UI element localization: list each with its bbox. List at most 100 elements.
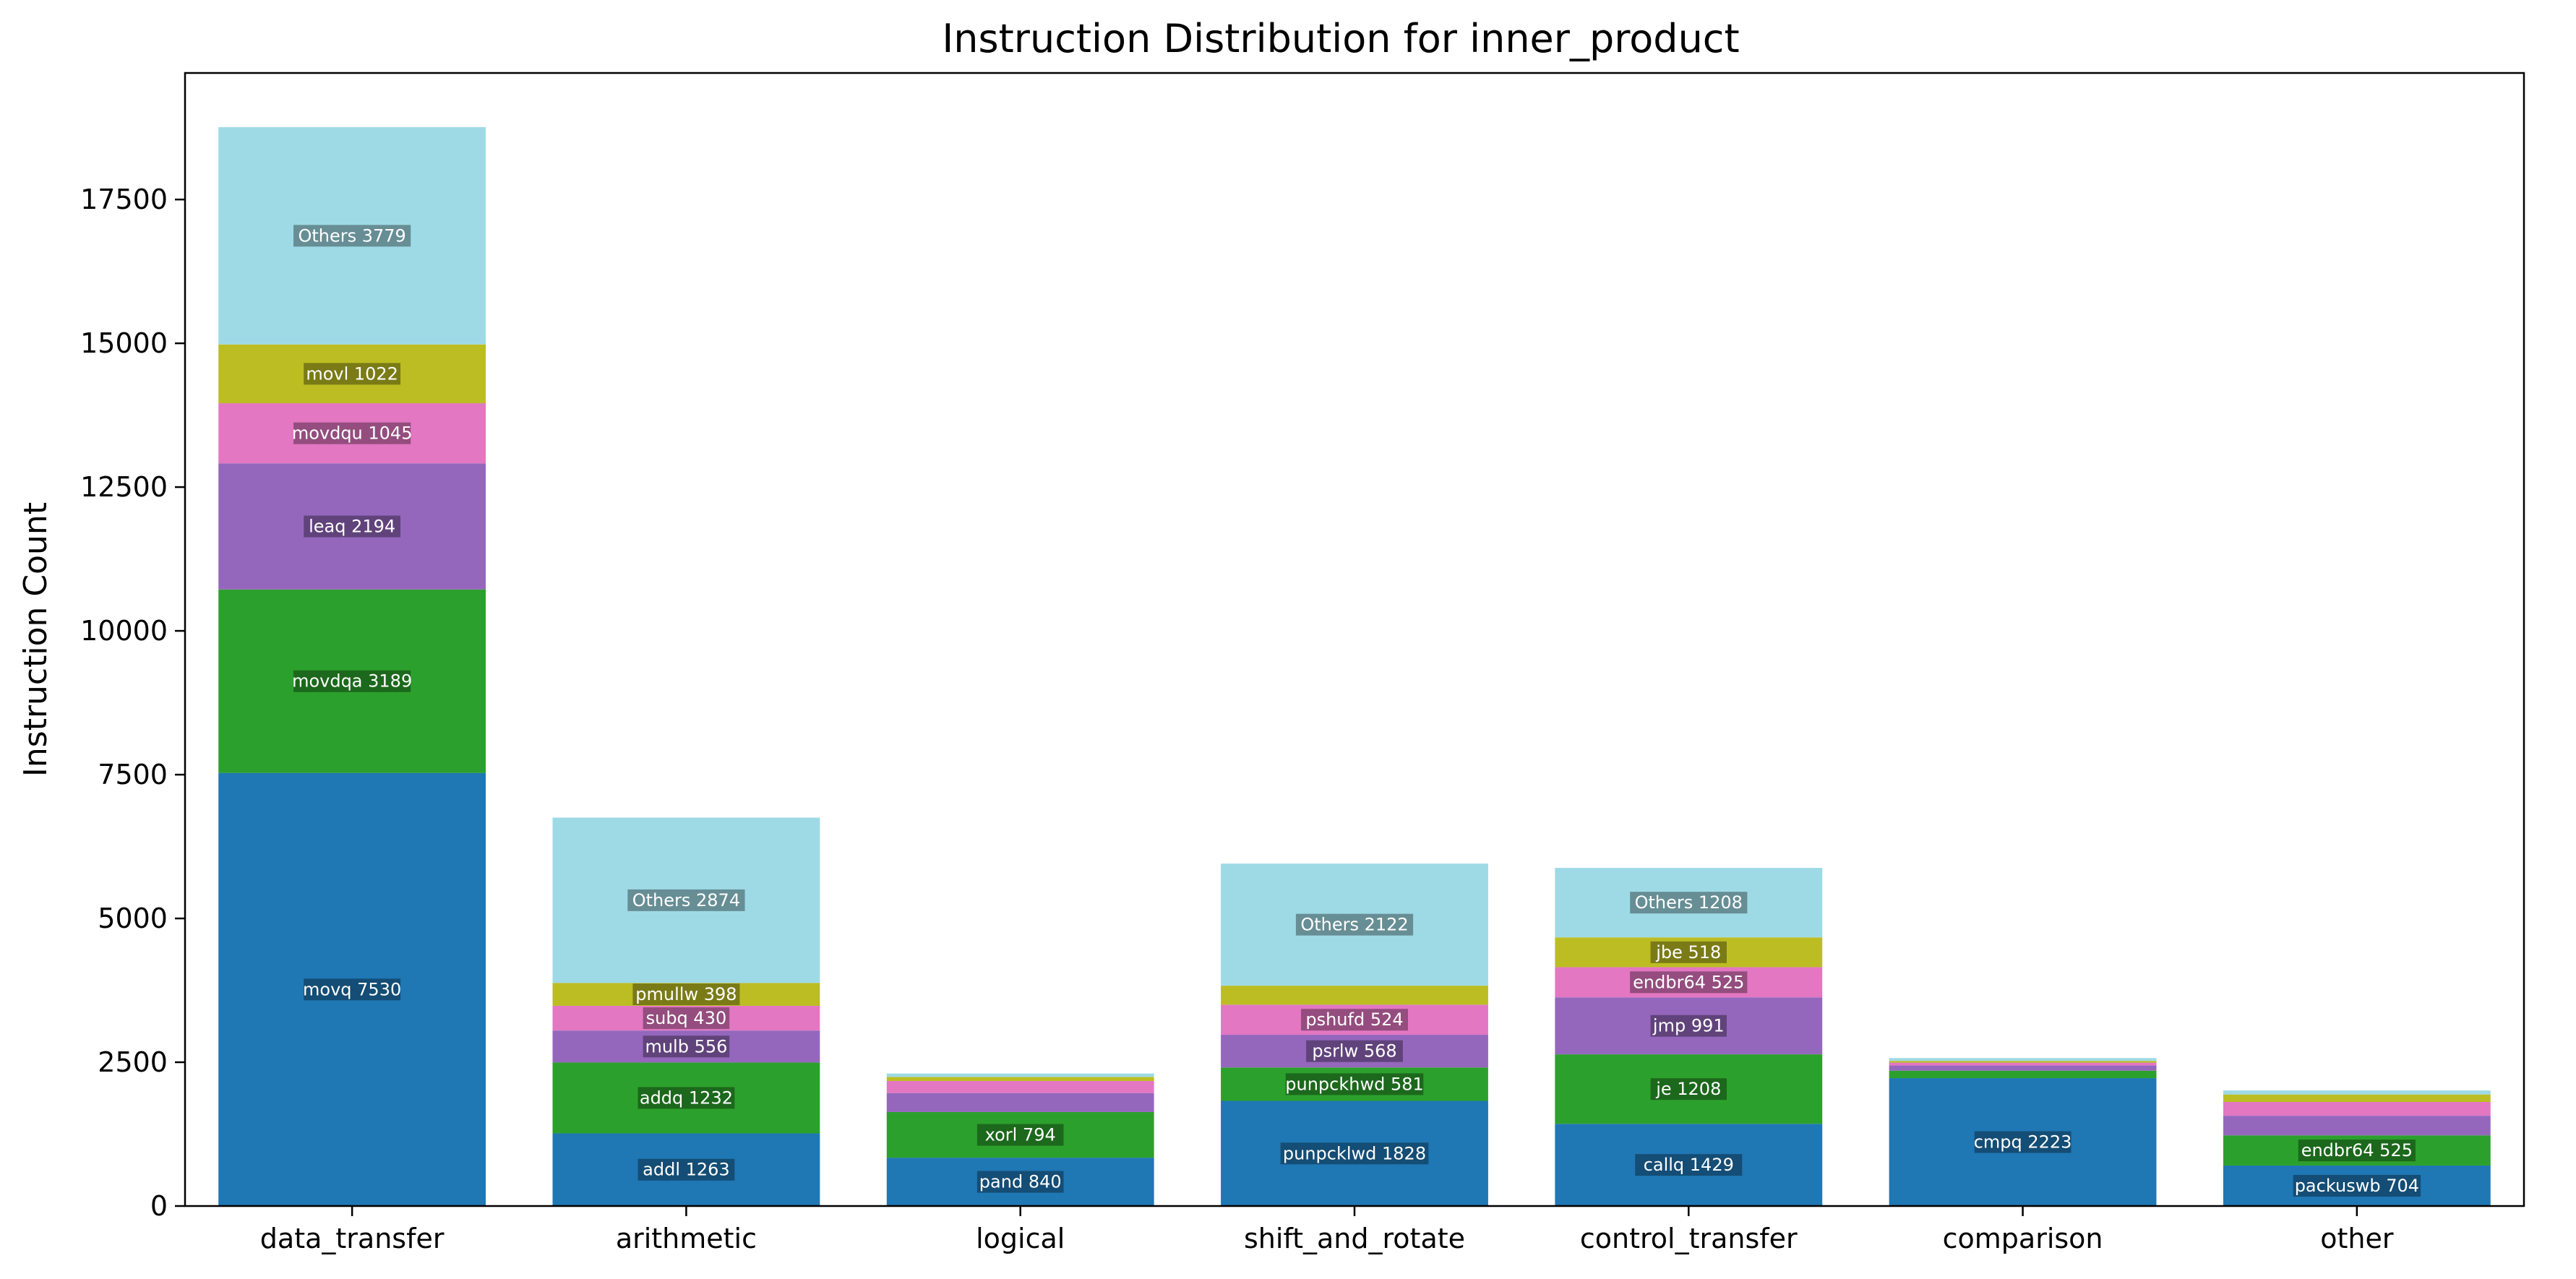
- bar-segment-comparison-1: [1889, 1070, 2157, 1079]
- bar-segment-data-transfer-4: [218, 344, 486, 404]
- bar-segment-control-transfer-2: [1555, 997, 1823, 1055]
- bar-segment-control-transfer-4: [1555, 937, 1823, 968]
- y-tick-label: 0: [150, 1190, 168, 1222]
- segment-label: je 1208: [1655, 1079, 1721, 1099]
- segment-label: leaq 2194: [309, 517, 395, 537]
- segment-label-bg: [643, 1035, 730, 1058]
- segment-label: punpckhwd 581: [1285, 1074, 1424, 1094]
- bar-segment-data-transfer-3: [218, 403, 486, 464]
- bar-segment-data-transfer-5: [218, 126, 486, 345]
- segment-label-bg: [1630, 892, 1748, 914]
- segment-label: jbe 518: [1655, 942, 1721, 963]
- bar-segment-arithmetic-4: [552, 983, 820, 1006]
- bar-segment-comparison-5: [1889, 1058, 2157, 1061]
- segment-label-bg: [1280, 1142, 1429, 1165]
- segment-label: callq 1429: [1644, 1155, 1734, 1175]
- y-tick-label: 17500: [80, 184, 168, 215]
- bar-segment-control-transfer-3: [1555, 967, 1823, 998]
- y-tick-label: 12500: [80, 471, 168, 503]
- bar-segment-logical-0: [886, 1158, 1154, 1206]
- segment-label-bg: [643, 1007, 730, 1030]
- bar-segment-control-transfer-1: [1555, 1054, 1823, 1124]
- bar-segment-shift-and-rotate-3: [1221, 1004, 1488, 1035]
- bar-segment-data-transfer-0: [218, 772, 486, 1206]
- bar-segment-logical-3: [886, 1080, 1154, 1093]
- segment-label: cmpq 2223: [1974, 1132, 2072, 1153]
- segment-label: endbr64 525: [2301, 1140, 2413, 1160]
- segment-label-bg: [1650, 1078, 1727, 1101]
- bar-segment-logical-4: [886, 1077, 1154, 1081]
- segment-label-bg: [1301, 1009, 1408, 1031]
- y-tick-label: 15000: [80, 327, 168, 359]
- y-axis-label: Instruction Count: [17, 502, 54, 777]
- bar-segment-other-5: [2223, 1090, 2491, 1095]
- segment-label: pshufd 524: [1305, 1009, 1403, 1030]
- bar-stack-arithmetic: addl 1263 addq 1232 mulb 556 subq 430 pmullw…: [552, 817, 820, 1206]
- bar-segment-shift-and-rotate-2: [1221, 1035, 1488, 1068]
- x-tick-label-control-transfer: control_transfer: [1580, 1223, 1798, 1254]
- bar-segment-data-transfer-2: [218, 463, 486, 590]
- segment-label-bg: [304, 978, 401, 1001]
- segment-label-bg: [1285, 1073, 1424, 1095]
- x-tick-label-shift-and-rotate: shift_and_rotate: [1244, 1223, 1465, 1254]
- segment-label-bg: [1635, 1154, 1743, 1176]
- bar-segment-logical-1: [886, 1111, 1154, 1158]
- segment-label: jmp 991: [1652, 1016, 1725, 1036]
- bar-segment-control-transfer-5: [1555, 868, 1823, 938]
- bar-segment-shift-and-rotate-0: [1221, 1101, 1488, 1206]
- segment-label: movq 7530: [303, 979, 401, 999]
- bar-segment-arithmetic-0: [552, 1133, 820, 1206]
- bar-segment-comparison-3: [1889, 1062, 2157, 1066]
- segment-label-bg: [627, 889, 745, 911]
- y-tick-label: 2500: [98, 1046, 168, 1078]
- bar-segment-shift-and-rotate-4: [1221, 986, 1488, 1005]
- segment-label: xorl 794: [985, 1125, 1056, 1145]
- x-tick-label-data-transfer: data_transfer: [260, 1223, 445, 1254]
- bar-stack-comparison: cmpq 2223: [1889, 1058, 2157, 1206]
- segment-label-bg: [1974, 1131, 2071, 1153]
- segment-label-bg: [976, 1171, 1064, 1193]
- segment-label: movl 1022: [306, 363, 398, 384]
- segment-label-bg: [293, 422, 411, 444]
- segment-label-bg: [637, 1158, 735, 1181]
- bar-segment-arithmetic-5: [552, 817, 820, 983]
- bar-segment-logical-5: [886, 1073, 1154, 1077]
- bar-segment-comparison-0: [1889, 1078, 2157, 1206]
- segment-label-bg: [1650, 941, 1727, 963]
- x-tick-label-logical: logical: [976, 1223, 1065, 1254]
- segment-label-bg: [1295, 913, 1414, 936]
- bar-segment-control-transfer-0: [1555, 1124, 1823, 1206]
- segment-label-bg: [293, 670, 411, 692]
- segment-label: pmullw 398: [635, 984, 737, 1004]
- segment-label: addq 1232: [640, 1088, 733, 1108]
- segment-label-bg: [2293, 1174, 2421, 1197]
- segment-label: Others 2874: [632, 890, 740, 910]
- x-tick-label-comparison: comparison: [1943, 1223, 2103, 1254]
- chart-title: Instruction Distribution for inner_produ…: [942, 16, 1739, 61]
- segment-label-bg: [976, 1124, 1064, 1146]
- segment-label-bg: [1630, 971, 1748, 994]
- segment-label: mulb 556: [645, 1036, 727, 1056]
- bar-segment-arithmetic-2: [552, 1030, 820, 1063]
- bar-segment-shift-and-rotate-1: [1221, 1067, 1488, 1101]
- segment-label: pand 840: [979, 1172, 1062, 1192]
- bars-group: movq 7530 movdqa 3189 leaq 2194 movdqu 1045…: [218, 126, 2491, 1206]
- bar-stack-logical: pand 840 xorl 794: [886, 1073, 1154, 1206]
- y-tick-label: 10000: [80, 615, 168, 647]
- bar-segment-logical-2: [886, 1093, 1154, 1112]
- segment-label-bg: [637, 1087, 735, 1109]
- segment-label: addl 1263: [643, 1160, 730, 1180]
- bar-stack-shift-and-rotate: punpcklwd 1828 punpckhwd 581 psrlw 568 pshu…: [1221, 864, 1488, 1206]
- segment-label: punpcklwd 1828: [1283, 1143, 1426, 1163]
- x-tick-label-arithmetic: arithmetic: [616, 1223, 757, 1254]
- segment-label: packuswb 704: [2295, 1176, 2419, 1196]
- bar-segment-shift-and-rotate-5: [1221, 864, 1488, 986]
- axes-group: 0 2500 5000 7500 10000 12500 15000 17500 data_tr…: [80, 72, 2525, 1254]
- segment-label: Others 1208: [1635, 892, 1743, 913]
- bar-segment-other-1: [2223, 1135, 2491, 1166]
- segment-label: subq 430: [646, 1008, 727, 1028]
- bar-segment-other-2: [2223, 1116, 2491, 1136]
- segment-label-bg: [2298, 1140, 2416, 1162]
- bar-segment-other-0: [2223, 1165, 2491, 1206]
